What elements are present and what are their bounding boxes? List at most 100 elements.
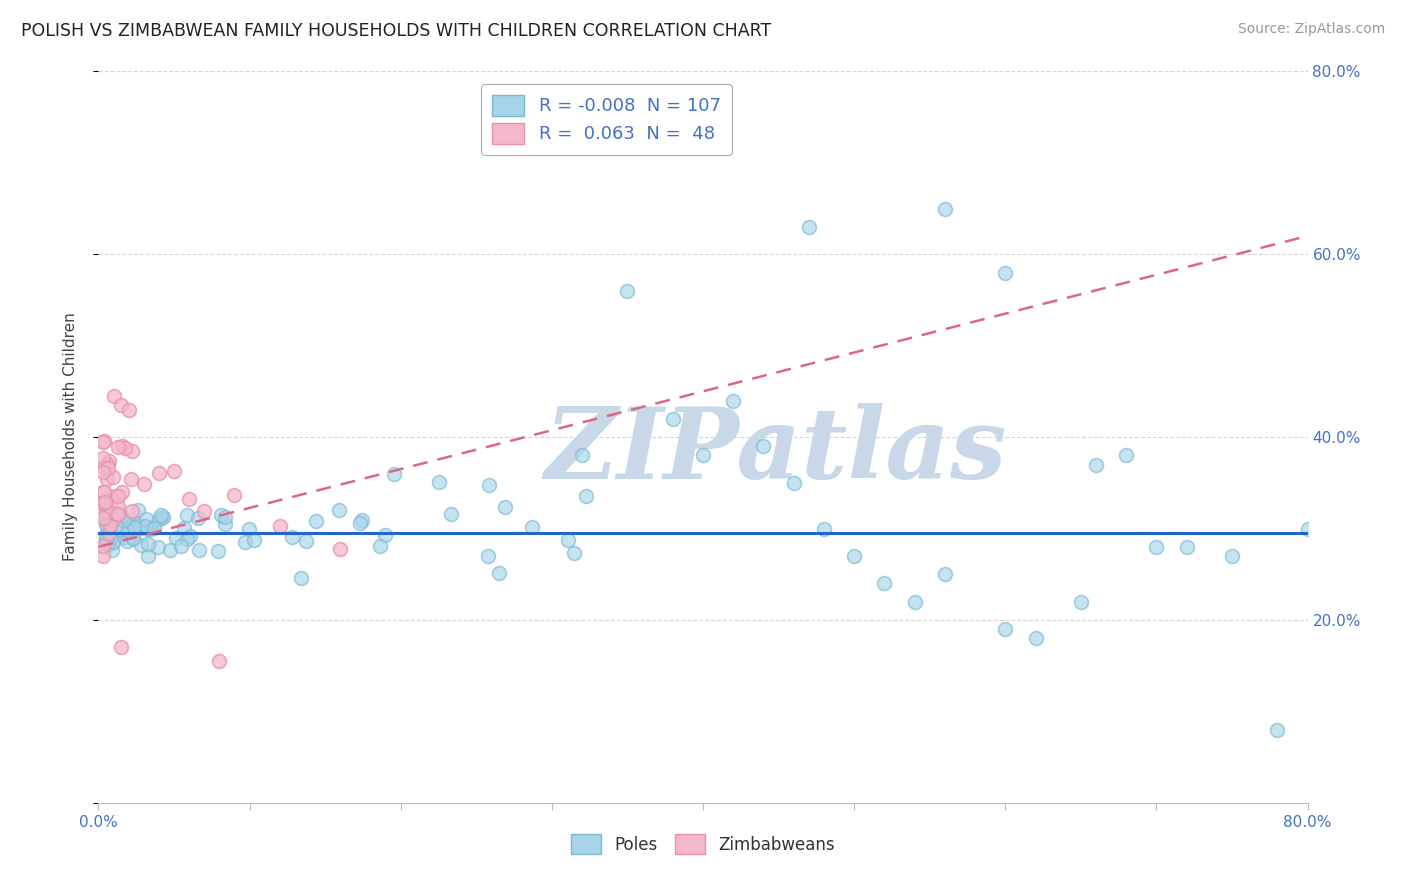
- Point: [224, 488, 246, 502]
- Point: [103, 389, 125, 403]
- Point: [179, 491, 201, 506]
- Point: [176, 508, 198, 522]
- Point: [96, 504, 118, 518]
- Point: [115, 534, 138, 549]
- Point: [488, 566, 510, 580]
- Point: [328, 503, 350, 517]
- Point: [96, 504, 118, 518]
- Point: [132, 477, 155, 491]
- Point: [575, 489, 598, 503]
- Point: [142, 521, 165, 535]
- Point: [207, 543, 229, 558]
- Point: [208, 654, 231, 668]
- Point: [97, 453, 120, 467]
- Point: [214, 516, 236, 531]
- Point: [382, 467, 405, 481]
- Point: [139, 522, 162, 536]
- Point: [797, 219, 820, 234]
- Point: [994, 266, 1017, 280]
- Point: [94, 518, 117, 533]
- Point: [93, 484, 115, 499]
- Text: Source: ZipAtlas.com: Source: ZipAtlas.com: [1237, 22, 1385, 37]
- Legend: Poles, Zimbabweans: Poles, Zimbabweans: [565, 828, 841, 860]
- Point: [1024, 632, 1046, 646]
- Point: [813, 521, 835, 535]
- Point: [97, 535, 120, 549]
- Point: [557, 533, 579, 548]
- Point: [170, 540, 193, 554]
- Point: [98, 499, 121, 513]
- Point: [440, 507, 463, 521]
- Point: [120, 472, 142, 486]
- Point: [520, 520, 543, 534]
- Point: [127, 521, 149, 535]
- Point: [107, 489, 129, 503]
- Point: [494, 500, 516, 515]
- Point: [1070, 594, 1092, 608]
- Point: [374, 527, 396, 541]
- Point: [1296, 521, 1319, 535]
- Point: [136, 537, 159, 551]
- Point: [368, 539, 391, 553]
- Point: [128, 521, 150, 535]
- Point: [350, 513, 373, 527]
- Point: [723, 393, 745, 408]
- Point: [294, 533, 316, 548]
- Point: [127, 518, 149, 533]
- Point: [101, 513, 124, 527]
- Point: [427, 475, 450, 490]
- Point: [139, 520, 162, 534]
- Point: [111, 485, 134, 500]
- Point: [281, 531, 304, 545]
- Point: [1115, 448, 1137, 462]
- Point: [150, 508, 173, 522]
- Point: [193, 504, 215, 518]
- Point: [148, 512, 170, 526]
- Point: [121, 504, 143, 518]
- Point: [1144, 540, 1167, 554]
- Point: [478, 477, 501, 491]
- Point: [163, 464, 186, 478]
- Point: [290, 571, 312, 585]
- Point: [110, 398, 132, 412]
- Point: [121, 532, 143, 546]
- Point: [238, 522, 260, 536]
- Point: [120, 516, 142, 531]
- Point: [111, 439, 134, 453]
- Point: [111, 508, 134, 523]
- Point: [94, 503, 117, 517]
- Y-axis label: Family Households with Children: Family Households with Children: [63, 313, 77, 561]
- Point: [269, 518, 291, 533]
- Point: [121, 444, 143, 458]
- Point: [103, 534, 125, 549]
- Point: [107, 499, 129, 513]
- Point: [159, 543, 181, 558]
- Point: [152, 510, 174, 524]
- Point: [134, 519, 156, 533]
- Point: [873, 576, 896, 591]
- Point: [98, 525, 121, 540]
- Point: [91, 549, 114, 563]
- Point: [243, 533, 266, 547]
- Point: [752, 439, 775, 453]
- Point: [692, 448, 714, 462]
- Point: [165, 531, 187, 545]
- Point: [477, 549, 499, 564]
- Point: [91, 451, 114, 466]
- Point: [96, 472, 118, 486]
- Point: [103, 489, 125, 503]
- Point: [114, 516, 136, 530]
- Point: [94, 496, 117, 510]
- Point: [94, 507, 117, 521]
- Point: [233, 534, 256, 549]
- Point: [94, 511, 117, 525]
- Point: [94, 534, 117, 549]
- Point: [114, 441, 136, 455]
- Point: [349, 516, 371, 530]
- Point: [148, 466, 170, 480]
- Point: [115, 523, 138, 537]
- Point: [111, 509, 134, 524]
- Point: [187, 542, 209, 557]
- Point: [994, 622, 1017, 636]
- Point: [127, 503, 149, 517]
